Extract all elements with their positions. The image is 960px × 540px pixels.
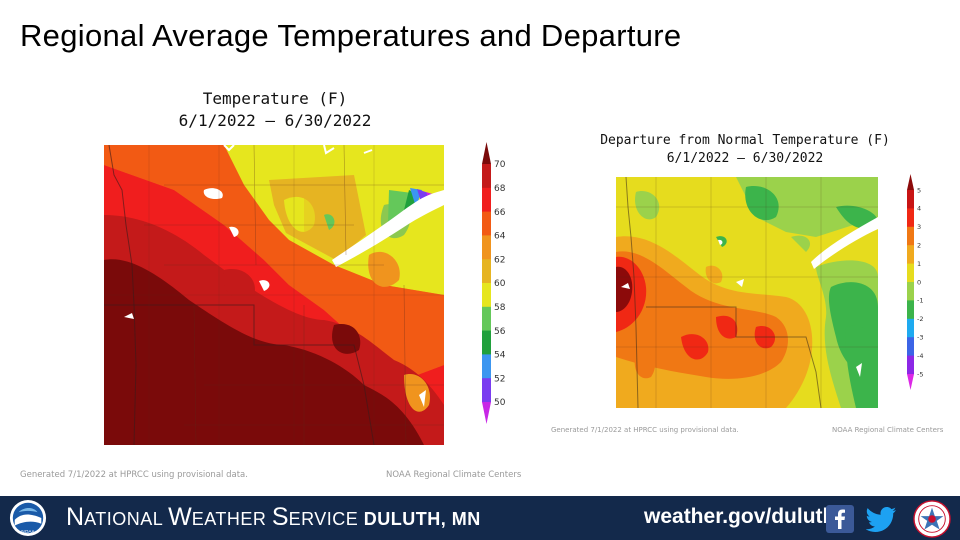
temperature-generated-note: Generated 7/1/2022 at HPRCC using provis… [20, 470, 248, 480]
colorbar-tick-label: 56 [494, 327, 506, 337]
colorbar-tick-label: 54 [494, 351, 506, 361]
colorbar-tick-label: 68 [494, 184, 506, 194]
colorbar-tick-label: 0 [917, 278, 921, 286]
colorbar-tick-label: -2 [917, 315, 923, 323]
colorbar-segment [907, 300, 914, 320]
colorbar-top-arrow [907, 174, 914, 190]
nws-letter-n: N [66, 503, 85, 531]
nws-office-name: NATIONAL WEATHER SERVICE Duluth, MN [66, 503, 481, 532]
colorbar-top-arrow [482, 142, 491, 164]
colorbar-tick-label: 58 [494, 303, 506, 313]
colorbar-tick-label: 5 [917, 186, 921, 194]
colorbar-bottom-arrow [482, 402, 491, 424]
nws-word-eather: EATHER [191, 509, 272, 529]
colorbar-segment [482, 164, 491, 189]
colorbar-tick-label: 3 [917, 223, 921, 231]
colorbar-segment [907, 355, 914, 375]
colorbar-tick-label: 1 [917, 260, 921, 268]
colorbar-tick-label: 52 [494, 374, 505, 384]
nws-logo-icon [913, 500, 951, 538]
noaa-logo-text: NOAA [21, 529, 35, 535]
colorbar-segment [482, 283, 491, 308]
colorbar-segment [482, 306, 491, 332]
slide-title: Regional Average Temperatures and Depart… [20, 18, 682, 53]
departure-map-title: Departure from Normal Temperature (F) 6/… [600, 132, 890, 167]
colorbar-segment [907, 263, 914, 283]
colorbar-segment [482, 330, 491, 355]
colorbar-segment [907, 226, 914, 246]
nws-city: Duluth, MN [363, 509, 481, 529]
departure-title-line1: Departure from Normal Temperature (F) [600, 133, 890, 148]
colorbar-segment [907, 190, 914, 209]
colorbar-segment [482, 235, 491, 260]
colorbar-segment [482, 211, 491, 236]
colorbar-segment [907, 318, 914, 338]
noaa-logo-icon: NOAA [9, 499, 47, 537]
departure-source-note: NOAA Regional Climate Centers [832, 426, 944, 434]
departure-colorbar: 5 4 3 2 1 0 -1 -2 -3 -4 -5 [907, 174, 923, 390]
colorbar-tick-label: -3 [917, 334, 923, 342]
nws-letter-w: W [168, 503, 192, 531]
colorbar-tick-label: -1 [917, 297, 923, 305]
temperature-title-line1: Temperature (F) [202, 89, 348, 108]
colorbar-segment [907, 208, 914, 228]
facebook-icon[interactable] [826, 505, 854, 533]
colorbar-segment [907, 282, 914, 301]
colorbar-tick-label: 50 [494, 398, 506, 408]
colorbar-tick-label: 70 [494, 160, 506, 170]
colorbar-tick-label: 4 [917, 205, 921, 213]
colorbar-tick-label: 60 [494, 279, 506, 289]
nws-word-ational: ATIONAL [84, 509, 169, 529]
colorbar-segment [482, 378, 491, 403]
nws-banner: NOAA NATIONAL WEATHER SERVICE Duluth, MN… [0, 496, 960, 540]
colorbar-segment [482, 259, 491, 284]
temperature-map [104, 145, 444, 445]
website-link[interactable]: weather.gov/duluth [644, 505, 836, 528]
temperature-title-line2: 6/1/2022 – 6/30/2022 [178, 110, 372, 130]
departure-generated-note: Generated 7/1/2022 at HPRCC using provis… [551, 426, 739, 434]
colorbar-tick-label: 62 [494, 255, 505, 265]
colorbar-segment [907, 245, 914, 265]
nws-letter-s: S [271, 503, 289, 531]
colorbar-tick-label: 66 [494, 208, 506, 218]
twitter-icon[interactable] [866, 504, 898, 534]
temperature-map-title: Temperature (F) 6/1/2022 – 6/30/2022 [150, 88, 400, 131]
nws-word-ervice: ERVICE [288, 509, 364, 529]
colorbar-bottom-arrow [907, 374, 914, 390]
colorbar-segment [482, 187, 491, 213]
colorbar-segment [482, 354, 491, 379]
colorbar-tick-label: -4 [917, 352, 923, 360]
colorbar-tick-label: -5 [917, 370, 923, 378]
departure-map [616, 177, 878, 408]
colorbar-tick-label: 2 [917, 242, 921, 250]
temperature-source-note: NOAA Regional Climate Centers [386, 470, 522, 480]
temperature-colorbar: 70 68 66 64 62 60 58 56 54 52 50 [482, 142, 506, 424]
colorbar-segment [907, 337, 914, 357]
departure-title-line2: 6/1/2022 – 6/30/2022 [666, 150, 824, 166]
colorbar-tick-label: 64 [494, 232, 506, 242]
